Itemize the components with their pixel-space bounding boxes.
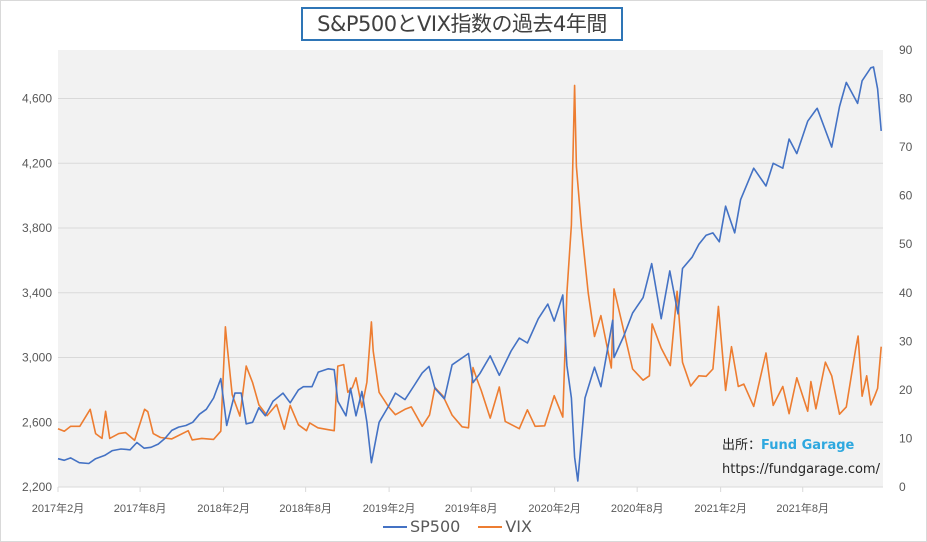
x-tick-label: 2021年8月 — [776, 501, 829, 515]
x-tick-label: 2017年8月 — [114, 501, 167, 515]
legend-item-sp500: SP500 — [383, 517, 460, 536]
chart-title: S&P500とVIX指数の過去4年間 — [301, 7, 623, 41]
legend-label-vix: VIX — [505, 517, 532, 536]
y-left-tick-label: 2,600 — [22, 415, 52, 429]
x-tick-label: 2017年2月 — [32, 501, 85, 515]
y-right-tick-label: 70 — [899, 140, 913, 154]
right-axis: 0 10 20 30 40 50 60 70 80 90 — [899, 43, 913, 494]
y-right-tick-label: 50 — [899, 237, 913, 251]
x-tick-label: 2020年2月 — [528, 501, 581, 515]
source-label: 出所： — [722, 438, 762, 453]
x-tick-label: 2018年8月 — [279, 501, 332, 515]
y-left-tick-label: 3,800 — [22, 221, 52, 235]
y-left-tick-label: 3,000 — [22, 351, 52, 365]
x-tick-label: 2020年8月 — [611, 501, 664, 515]
x-axis: 2017年2月 2017年8月 2018年2月 2018年8月 2019年2月 2019年… — [32, 486, 883, 515]
y-right-tick-label: 20 — [899, 383, 913, 397]
y-right-tick-label: 60 — [899, 189, 913, 203]
x-tick-label: 2018年2月 — [197, 501, 250, 515]
y-right-tick-label: 80 — [899, 92, 913, 106]
source-brand: Fund Garage — [761, 438, 855, 453]
series-line-sp500 — [57, 66, 882, 482]
legend-item-vix: VIX — [478, 517, 532, 536]
y-right-tick-label: 40 — [899, 286, 913, 300]
gridlines — [58, 98, 883, 423]
series-lines — [57, 66, 882, 482]
x-tick-label: 2019年8月 — [445, 501, 498, 515]
legend: SP500 VIX — [383, 517, 532, 536]
series-line-vix — [57, 84, 882, 442]
plot-area — [58, 50, 883, 487]
x-tick-label: 2019年2月 — [363, 501, 416, 515]
x-tick-label: 2021年2月 — [694, 501, 747, 515]
y-left-tick-label: 4,200 — [22, 156, 52, 170]
legend-swatch-vix — [478, 525, 503, 528]
source-note: 出所：Fund Garage https://fundgarage.com/ — [722, 434, 880, 482]
y-right-tick-label: 10 — [899, 431, 913, 445]
y-right-tick-label: 90 — [899, 43, 913, 57]
left-axis: 2,200 2,600 3,000 3,400 3,800 4,200 4,600 — [22, 92, 52, 494]
y-right-tick-label: 0 — [899, 480, 906, 494]
y-left-tick-label: 4,600 — [22, 92, 52, 106]
legend-label-sp500: SP500 — [410, 517, 461, 536]
y-right-tick-label: 30 — [899, 334, 913, 348]
y-left-tick-label: 2,200 — [22, 480, 52, 494]
y-left-tick-label: 3,400 — [22, 286, 52, 300]
source-url: https://fundgarage.com/ — [722, 462, 880, 477]
legend-swatch-sp500 — [383, 525, 407, 528]
